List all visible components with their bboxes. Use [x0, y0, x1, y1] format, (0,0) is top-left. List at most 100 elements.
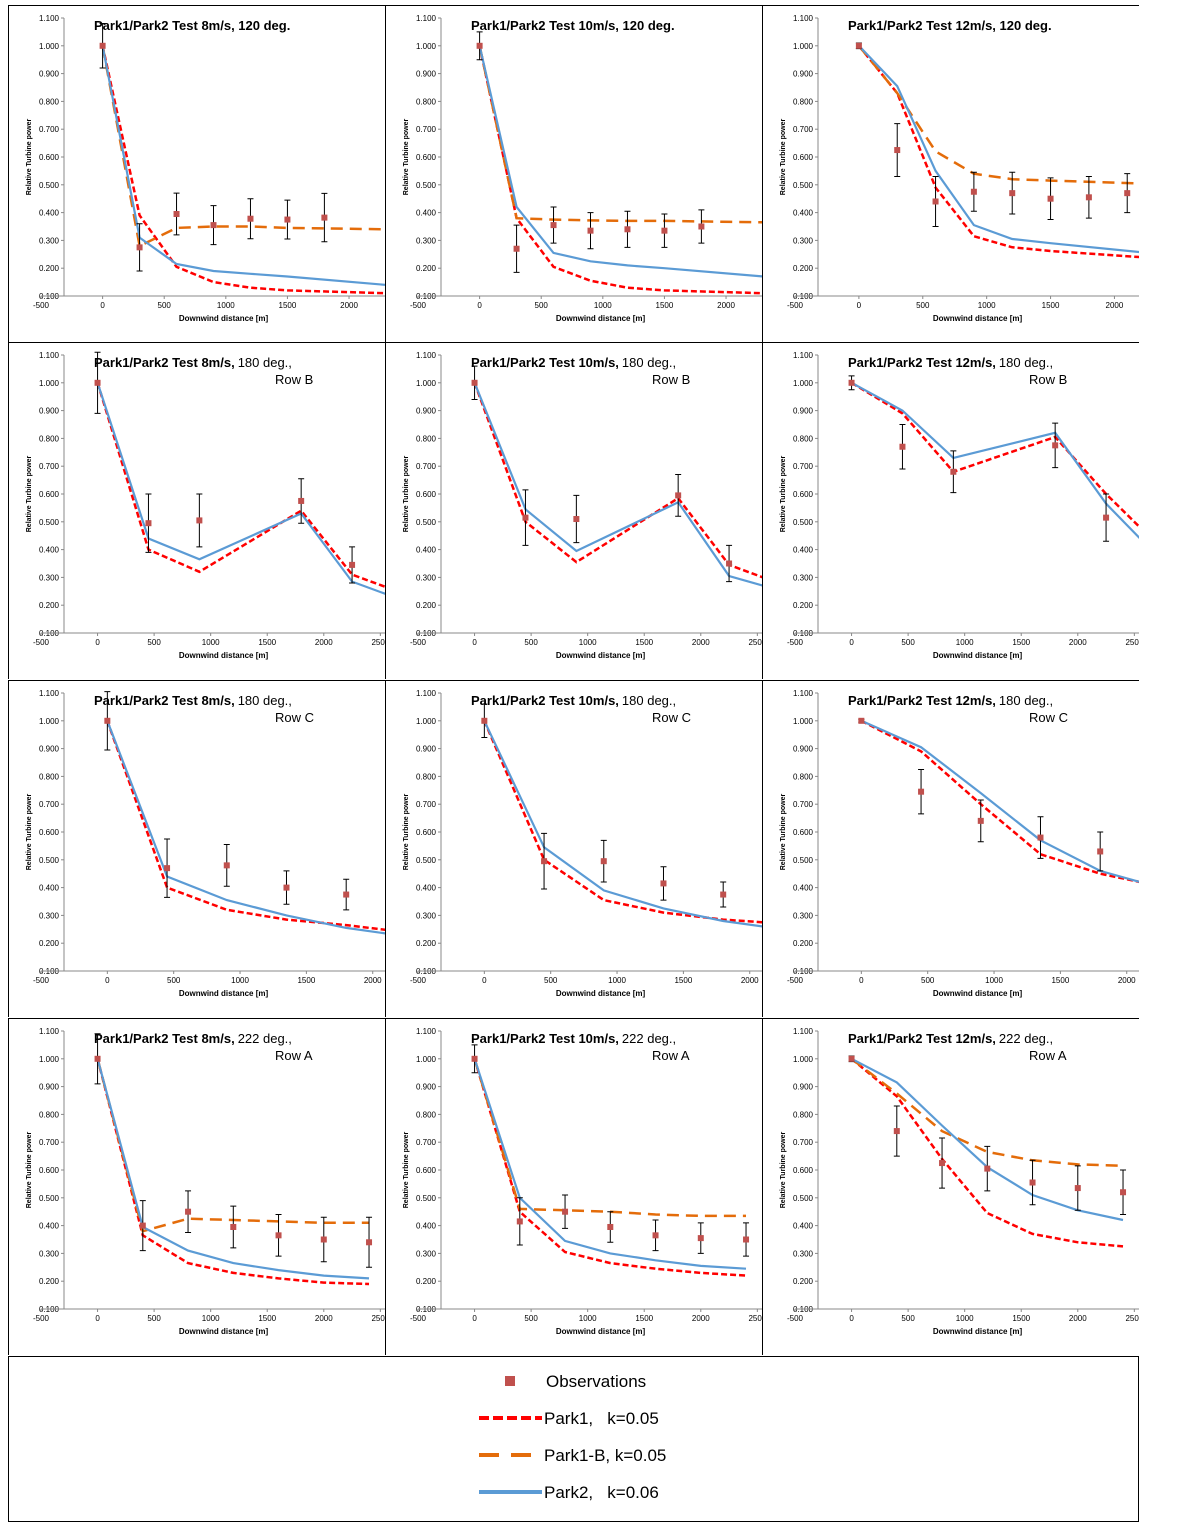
observation-marker	[1052, 442, 1059, 449]
y-tick-label: 0.300	[793, 236, 814, 245]
y-tick-label: 0.200	[416, 1277, 437, 1286]
observation-marker	[320, 1236, 327, 1243]
series-line	[478, 45, 762, 278]
title-text: Park1/Park2 Test 8m/s,	[94, 355, 235, 370]
observation-marker	[1009, 190, 1016, 197]
chart-panel: 0.100 0.200 0.300 0.400 0.500 0.600 0.700 0.800…	[385, 680, 762, 1017]
y-tick-label: 0.600	[39, 1166, 60, 1175]
observation-marker	[275, 1232, 282, 1239]
series-line	[478, 45, 762, 224]
title-text: Park1/Park2 Test 10m/s,	[471, 1031, 619, 1046]
x-tick-label: 1000	[956, 638, 974, 647]
y-tick-label: 1.100	[416, 351, 437, 360]
observation-marker	[950, 468, 957, 475]
y-axis-label: Relative Turbine power	[26, 793, 33, 870]
x-tick-label: 1000	[956, 1314, 974, 1323]
observation-marker	[1097, 848, 1104, 855]
x-tick-label: 2000	[315, 1314, 333, 1323]
y-tick-label: 0.500	[39, 181, 60, 190]
x-tick-label: -500	[33, 638, 50, 647]
subtitle-text: Row C	[652, 710, 691, 725]
legend-label: Park1, k=0.05	[544, 1409, 659, 1428]
legend-label: Park2, k=0.06	[544, 1483, 659, 1502]
y-tick-label: 1.100	[793, 689, 814, 698]
chart-title: Park1/Park2 Test 8m/s, 180 deg.,	[94, 693, 292, 708]
x-tick-label: 1500	[258, 1314, 276, 1323]
x-tick-label: 0	[849, 1314, 854, 1323]
y-tick-label: 0.500	[416, 518, 437, 527]
x-tick-label: 500	[544, 976, 558, 985]
observation-marker	[1047, 195, 1054, 202]
chart-title: Park1/Park2 Test 12m/s, 180 deg.,	[848, 693, 1053, 708]
title-text: Park1/Park2 Test 12m/s, 120 deg.	[848, 18, 1052, 33]
y-tick-label: 0.500	[39, 1194, 60, 1203]
y-tick-label: 0.800	[416, 97, 437, 106]
y-tick-label: 0.900	[39, 70, 60, 79]
title-text: Park1/Park2 Test 12m/s,	[848, 1031, 996, 1046]
series-line	[101, 45, 385, 286]
x-axis-label: Downwind distance [m]	[933, 989, 1023, 998]
observation-marker	[855, 42, 862, 49]
x-tick-label: 500	[901, 1314, 915, 1323]
y-tick-label: 0.900	[793, 407, 814, 416]
series-line	[857, 45, 1139, 259]
x-tick-label: -500	[33, 976, 50, 985]
chart-panel: 0.100 0.200 0.300 0.400 0.500 0.600 0.700 0.800…	[762, 680, 1139, 1017]
y-tick-label: 1.000	[416, 42, 437, 51]
x-tick-label: 1500	[635, 1314, 653, 1323]
x-tick-label: 0	[859, 976, 864, 985]
x-tick-label: 1500	[674, 976, 692, 985]
y-tick-label: 0.500	[793, 856, 814, 865]
y-tick-label: 0.400	[793, 209, 814, 218]
y-tick-label: 0.900	[793, 745, 814, 754]
subtitle-text: 222 deg.,	[999, 1031, 1053, 1046]
y-tick-label: 0.500	[39, 856, 60, 865]
y-tick-label: 0.200	[793, 1277, 814, 1286]
x-tick-label: 2000	[741, 976, 759, 985]
y-tick-label: 0.700	[416, 462, 437, 471]
observation-marker	[550, 222, 557, 229]
series-line	[101, 45, 385, 295]
y-tick-label: 0.400	[39, 209, 60, 218]
series-line	[96, 382, 385, 595]
x-tick-label: 2000	[717, 301, 735, 310]
y-tick-label: 1.100	[39, 14, 60, 23]
series-line	[858, 45, 1139, 254]
x-tick-label: 1500	[258, 638, 276, 647]
observation-marker	[1120, 1189, 1127, 1196]
x-axis-label: Downwind distance [m]	[556, 1327, 646, 1336]
x-tick-label: 1500	[297, 976, 315, 985]
y-tick-label: 1.000	[793, 42, 814, 51]
x-tick-label: -500	[410, 301, 427, 310]
subtitle-text: Row B	[652, 372, 690, 387]
x-tick-label: 2000	[1118, 976, 1136, 985]
y-tick-label: 0.600	[793, 828, 814, 837]
y-tick-label: 0.500	[793, 181, 814, 190]
x-tick-label: 1500	[279, 301, 297, 310]
series-line	[101, 45, 385, 248]
observation-marker	[918, 788, 925, 795]
chart: 0.1000.2000.3000.4000.5000.6000.7000.800…	[26, 689, 385, 998]
chart-panel: 0.100 0.200 0.300 0.400 0.500 0.600 0.700 0.800…	[762, 1018, 1139, 1355]
y-tick-label: 0.300	[793, 911, 814, 920]
x-tick-label: 2500	[1125, 638, 1139, 647]
x-tick-label: 2000	[1069, 638, 1087, 647]
legend: Observations Park1, k=0.05 Park1-B, k=0.05…	[8, 1356, 1139, 1522]
observation-marker	[283, 884, 290, 891]
y-tick-label: 0.400	[416, 1222, 437, 1231]
y-tick-label: 0.800	[39, 1110, 60, 1119]
series-line	[860, 719, 1139, 883]
x-tick-label: -500	[33, 1314, 50, 1323]
y-tick-label: 0.200	[39, 601, 60, 610]
chart: 0.1000.2000.3000.4000.5000.6000.7000.800…	[403, 351, 762, 660]
chart-panel: 0.100 0.200 0.300 0.400 0.500 0.600 0.700 0.800…	[762, 342, 1139, 679]
y-tick-label: 0.800	[793, 97, 814, 106]
observation-marker	[104, 717, 111, 724]
y-tick-label: 1.000	[39, 379, 60, 388]
y-axis-label: Relative Turbine power	[26, 455, 33, 532]
series-line	[106, 720, 385, 935]
title-text: Park1/Park2 Test 12m/s,	[848, 355, 996, 370]
y-tick-label: 0.200	[793, 939, 814, 948]
series-line	[483, 720, 762, 928]
subtitle-text: Row B	[275, 372, 313, 387]
